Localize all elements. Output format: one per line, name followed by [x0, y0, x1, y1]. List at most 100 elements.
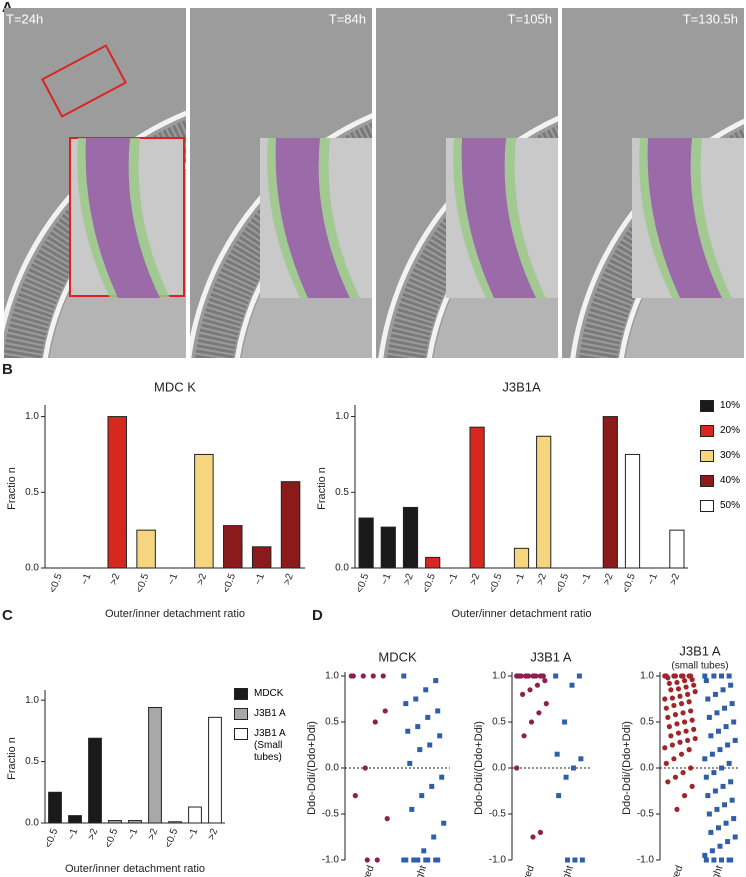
- point: [715, 825, 721, 831]
- legend-swatch: [700, 475, 714, 487]
- point: [563, 774, 569, 780]
- y-tick-label: 0.5: [325, 717, 339, 728]
- point: [692, 689, 698, 695]
- point: [429, 783, 435, 789]
- inset-purple: [275, 138, 350, 298]
- y-tick-label: 0.5: [25, 756, 39, 767]
- y-tick-label: 0.0: [640, 763, 654, 774]
- bar: [108, 820, 122, 824]
- x-tick-label: <0.5: [488, 572, 505, 595]
- point: [572, 857, 578, 863]
- y-tick-label: 0.0: [25, 563, 39, 574]
- point: [556, 793, 562, 799]
- point: [720, 783, 726, 789]
- legend-swatch: [234, 708, 248, 720]
- x-tick-label: ~1: [379, 572, 393, 587]
- y-tick-label: -1.0: [322, 855, 340, 866]
- y-tick-label: -0.5: [637, 809, 655, 820]
- point: [380, 673, 386, 679]
- point: [703, 857, 709, 863]
- point: [728, 682, 734, 688]
- x-tick-label: ~1: [646, 572, 660, 587]
- x-tick-label: Curved: [515, 864, 536, 877]
- time-label: T=130.5h: [683, 11, 738, 26]
- x-tick-label: >2: [668, 572, 682, 587]
- inset-purple: [85, 138, 160, 298]
- point: [726, 673, 732, 679]
- x-tick-label: <0.5: [421, 572, 438, 595]
- point: [706, 811, 712, 817]
- bar: [251, 546, 272, 569]
- point: [562, 719, 568, 725]
- x-tick-label: <0.5: [621, 572, 638, 595]
- point: [703, 678, 709, 684]
- chart-title: J3B1 A: [530, 649, 572, 664]
- point: [413, 696, 419, 702]
- point: [702, 756, 708, 762]
- y-axis-label: Ddo-Ddi/(Ddo+Ddi): [621, 721, 633, 815]
- point: [680, 770, 686, 776]
- bar: [536, 435, 552, 569]
- point: [732, 737, 738, 743]
- legend-label: 50%: [720, 500, 741, 511]
- point: [675, 686, 682, 692]
- point: [533, 673, 539, 679]
- bar: [469, 426, 485, 569]
- x-tick-label: >2: [195, 572, 209, 587]
- inset-purple: [647, 138, 722, 298]
- point: [717, 843, 723, 849]
- point: [702, 852, 708, 858]
- point: [576, 673, 582, 679]
- x-tick-label: <0.5: [103, 827, 120, 850]
- point: [722, 802, 728, 808]
- legend-entry: 40%: [700, 475, 746, 487]
- point: [705, 793, 711, 799]
- point: [715, 728, 721, 734]
- point: [415, 724, 421, 730]
- x-tick-label: >2: [86, 827, 100, 842]
- legend-entry: 20%: [700, 425, 746, 437]
- point: [686, 699, 692, 705]
- point: [692, 735, 698, 742]
- legend-entry: 10%: [700, 400, 746, 412]
- x-axis-label: Outer/inner detachment ratio: [105, 608, 245, 620]
- point: [364, 857, 370, 863]
- x-tick-label: >2: [468, 572, 482, 587]
- point: [728, 779, 734, 785]
- point: [674, 679, 680, 686]
- point: [403, 701, 409, 707]
- point: [372, 719, 378, 725]
- point: [678, 751, 685, 757]
- point: [723, 820, 729, 826]
- x-tick-label: ~1: [79, 572, 93, 587]
- point: [711, 673, 717, 679]
- bar: [624, 453, 641, 569]
- point: [384, 816, 390, 822]
- y-axis-label: Fractio n: [6, 467, 18, 510]
- point: [425, 714, 431, 720]
- point: [678, 701, 685, 707]
- point: [703, 774, 709, 780]
- legend-label: J3B1 A (Small tubes): [254, 728, 286, 763]
- point: [720, 687, 726, 693]
- panel-label: A: [2, 0, 13, 16]
- micrograph: [376, 8, 558, 358]
- point: [686, 747, 692, 753]
- point: [677, 739, 683, 745]
- point: [525, 673, 532, 679]
- bar: [107, 416, 127, 569]
- point: [542, 678, 548, 684]
- legend-entry: J3B1 A (Small tubes): [234, 728, 304, 764]
- legend-label: J3B1 A: [254, 708, 286, 719]
- point: [662, 696, 668, 702]
- point: [530, 834, 536, 840]
- point: [702, 673, 708, 679]
- y-tick-label: 1.0: [335, 411, 349, 422]
- point: [722, 705, 728, 711]
- x-axis-label: Outer/inner detachment ratio: [65, 863, 205, 875]
- legend-swatch: [700, 400, 714, 412]
- point: [732, 834, 738, 840]
- point: [362, 765, 368, 771]
- x-tick-label: Curved: [664, 864, 685, 877]
- x-tick-label: <0.5: [163, 827, 180, 850]
